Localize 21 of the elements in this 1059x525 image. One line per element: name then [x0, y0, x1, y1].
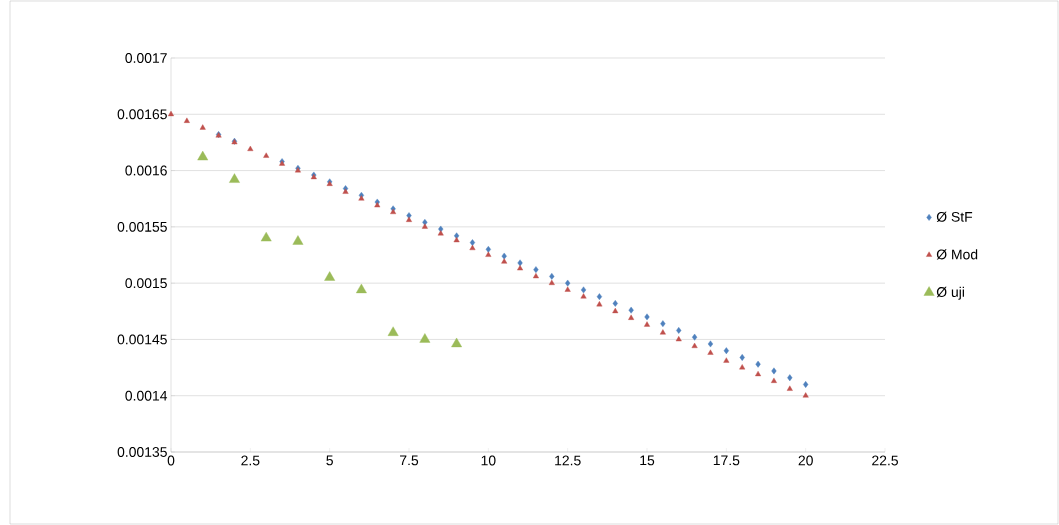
legend-label: Ø uji	[936, 286, 964, 300]
x-tick-label: 22.5	[872, 455, 898, 466]
y-tick-label: 0.0017	[125, 53, 167, 63]
legend-label: Ø StF	[936, 211, 973, 223]
x-tick-label: 15	[640, 455, 655, 466]
y-tick-label: 0.0014	[125, 390, 168, 401]
y-tick-label: 0.00165	[117, 109, 167, 120]
y-tick-label: 0.00145	[117, 334, 167, 345]
x-tick-label: 0	[167, 455, 175, 466]
x-tick-label: 10	[481, 455, 496, 466]
x-tick-label: 5	[326, 455, 333, 466]
legend-label: Ø Mod	[936, 249, 978, 260]
x-tick-label: 17.5	[713, 455, 740, 466]
x-tick-label: 12.5	[555, 455, 581, 466]
y-tick-label: 0.0016	[125, 165, 167, 176]
y-tick-label: 0.00135	[117, 447, 167, 457]
y-tick-label: 0.0015	[125, 278, 167, 289]
x-tick-label: 2.5	[241, 455, 260, 466]
y-tick-label: 0.00155	[117, 221, 167, 232]
x-tick-label: 20	[798, 455, 813, 466]
x-tick-label: 7.5	[400, 455, 419, 466]
